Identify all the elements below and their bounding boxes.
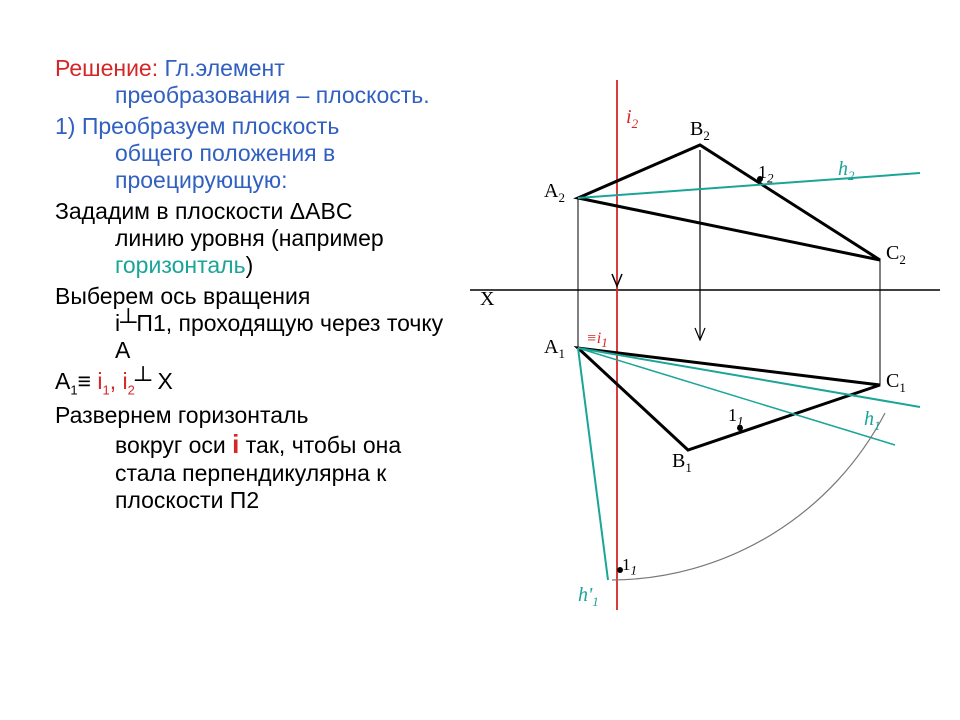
- label-c1: C1: [886, 370, 906, 396]
- label-h1: h1: [864, 408, 881, 434]
- h1-line: [578, 348, 920, 407]
- txt-2: преобразования – плоскость.: [55, 82, 450, 109]
- txt-4-rest: линию уровня (например горизонталь): [55, 225, 450, 279]
- txt-4c: ): [246, 252, 254, 278]
- label-b2: B2: [690, 118, 710, 144]
- txt-7-first: Развернем горизонталь: [55, 402, 308, 428]
- perp-1: ┴: [120, 308, 136, 334]
- triangle-bottom: [578, 348, 880, 450]
- txt-3-rest: общего положения в проецирующую:: [55, 140, 450, 194]
- label-eqi1: ≡i1: [586, 330, 608, 351]
- label-x: X: [480, 288, 494, 311]
- sub-i1: 1: [103, 383, 110, 398]
- txt-5-first: Выберем ось вращения: [55, 283, 310, 309]
- label-i2: i2: [626, 106, 638, 132]
- para-5: А1≡ i1, i2┴ Х: [55, 368, 450, 398]
- label-h1p: h'1: [578, 584, 599, 610]
- label-a1: A1: [544, 336, 565, 362]
- sub-a1: 1: [70, 383, 77, 398]
- label-11: 11: [728, 405, 744, 430]
- label-c2: C2: [886, 242, 906, 268]
- para-6: Развернем горизонталь вокруг оси i так, …: [55, 402, 450, 514]
- txt-6b: ≡: [78, 368, 98, 394]
- h1prime-line: [578, 348, 608, 580]
- label-h2: h2: [838, 158, 855, 184]
- para-3: Зададим в плоскости ΔABC линию уровня (н…: [55, 198, 450, 279]
- text-column: Решение: Гл.элемент преобразования – пло…: [55, 55, 450, 518]
- perp-2: ┴: [135, 366, 151, 392]
- para-4: Выберем ось вращения i┴П1, проходящую че…: [55, 283, 450, 364]
- label-12: 12: [758, 162, 774, 187]
- label-11p: 11: [622, 555, 637, 578]
- i-axis: i: [232, 429, 239, 459]
- label-b1: B1: [672, 450, 692, 476]
- horizontal-word: горизонталь: [115, 252, 246, 278]
- rotation-arc: [612, 413, 885, 580]
- label-a2: A2: [544, 180, 565, 206]
- para-1: Решение: Гл.элемент преобразования – пло…: [55, 55, 450, 109]
- para-2: 1) Преобразуем плоскость общего положени…: [55, 113, 450, 194]
- txt-6f: Х: [151, 368, 173, 394]
- txt-6a: А: [55, 368, 70, 394]
- triangle-top: [578, 145, 880, 260]
- slide: Решение: Гл.элемент преобразования – пло…: [0, 0, 960, 720]
- sub-i2: 2: [128, 383, 135, 398]
- txt-7-rest: вокруг оси i так, чтобы она стала перпен…: [55, 429, 450, 514]
- txt-1b: Гл.элемент: [158, 55, 285, 81]
- txt-6d: , i: [110, 368, 128, 394]
- solution-label: Решение:: [55, 55, 158, 81]
- txt-4-first: Зададим в плоскости ΔABC: [55, 198, 352, 224]
- txt-3-first: 1) Преобразуем плоскость: [55, 113, 339, 139]
- diagram: A2 B2 C2 12 A1 B1 C1 11 X i2 h2 h1 h'1 1…: [460, 50, 950, 620]
- txt-5-rest: i┴П1, проходящую через точку А: [55, 310, 450, 364]
